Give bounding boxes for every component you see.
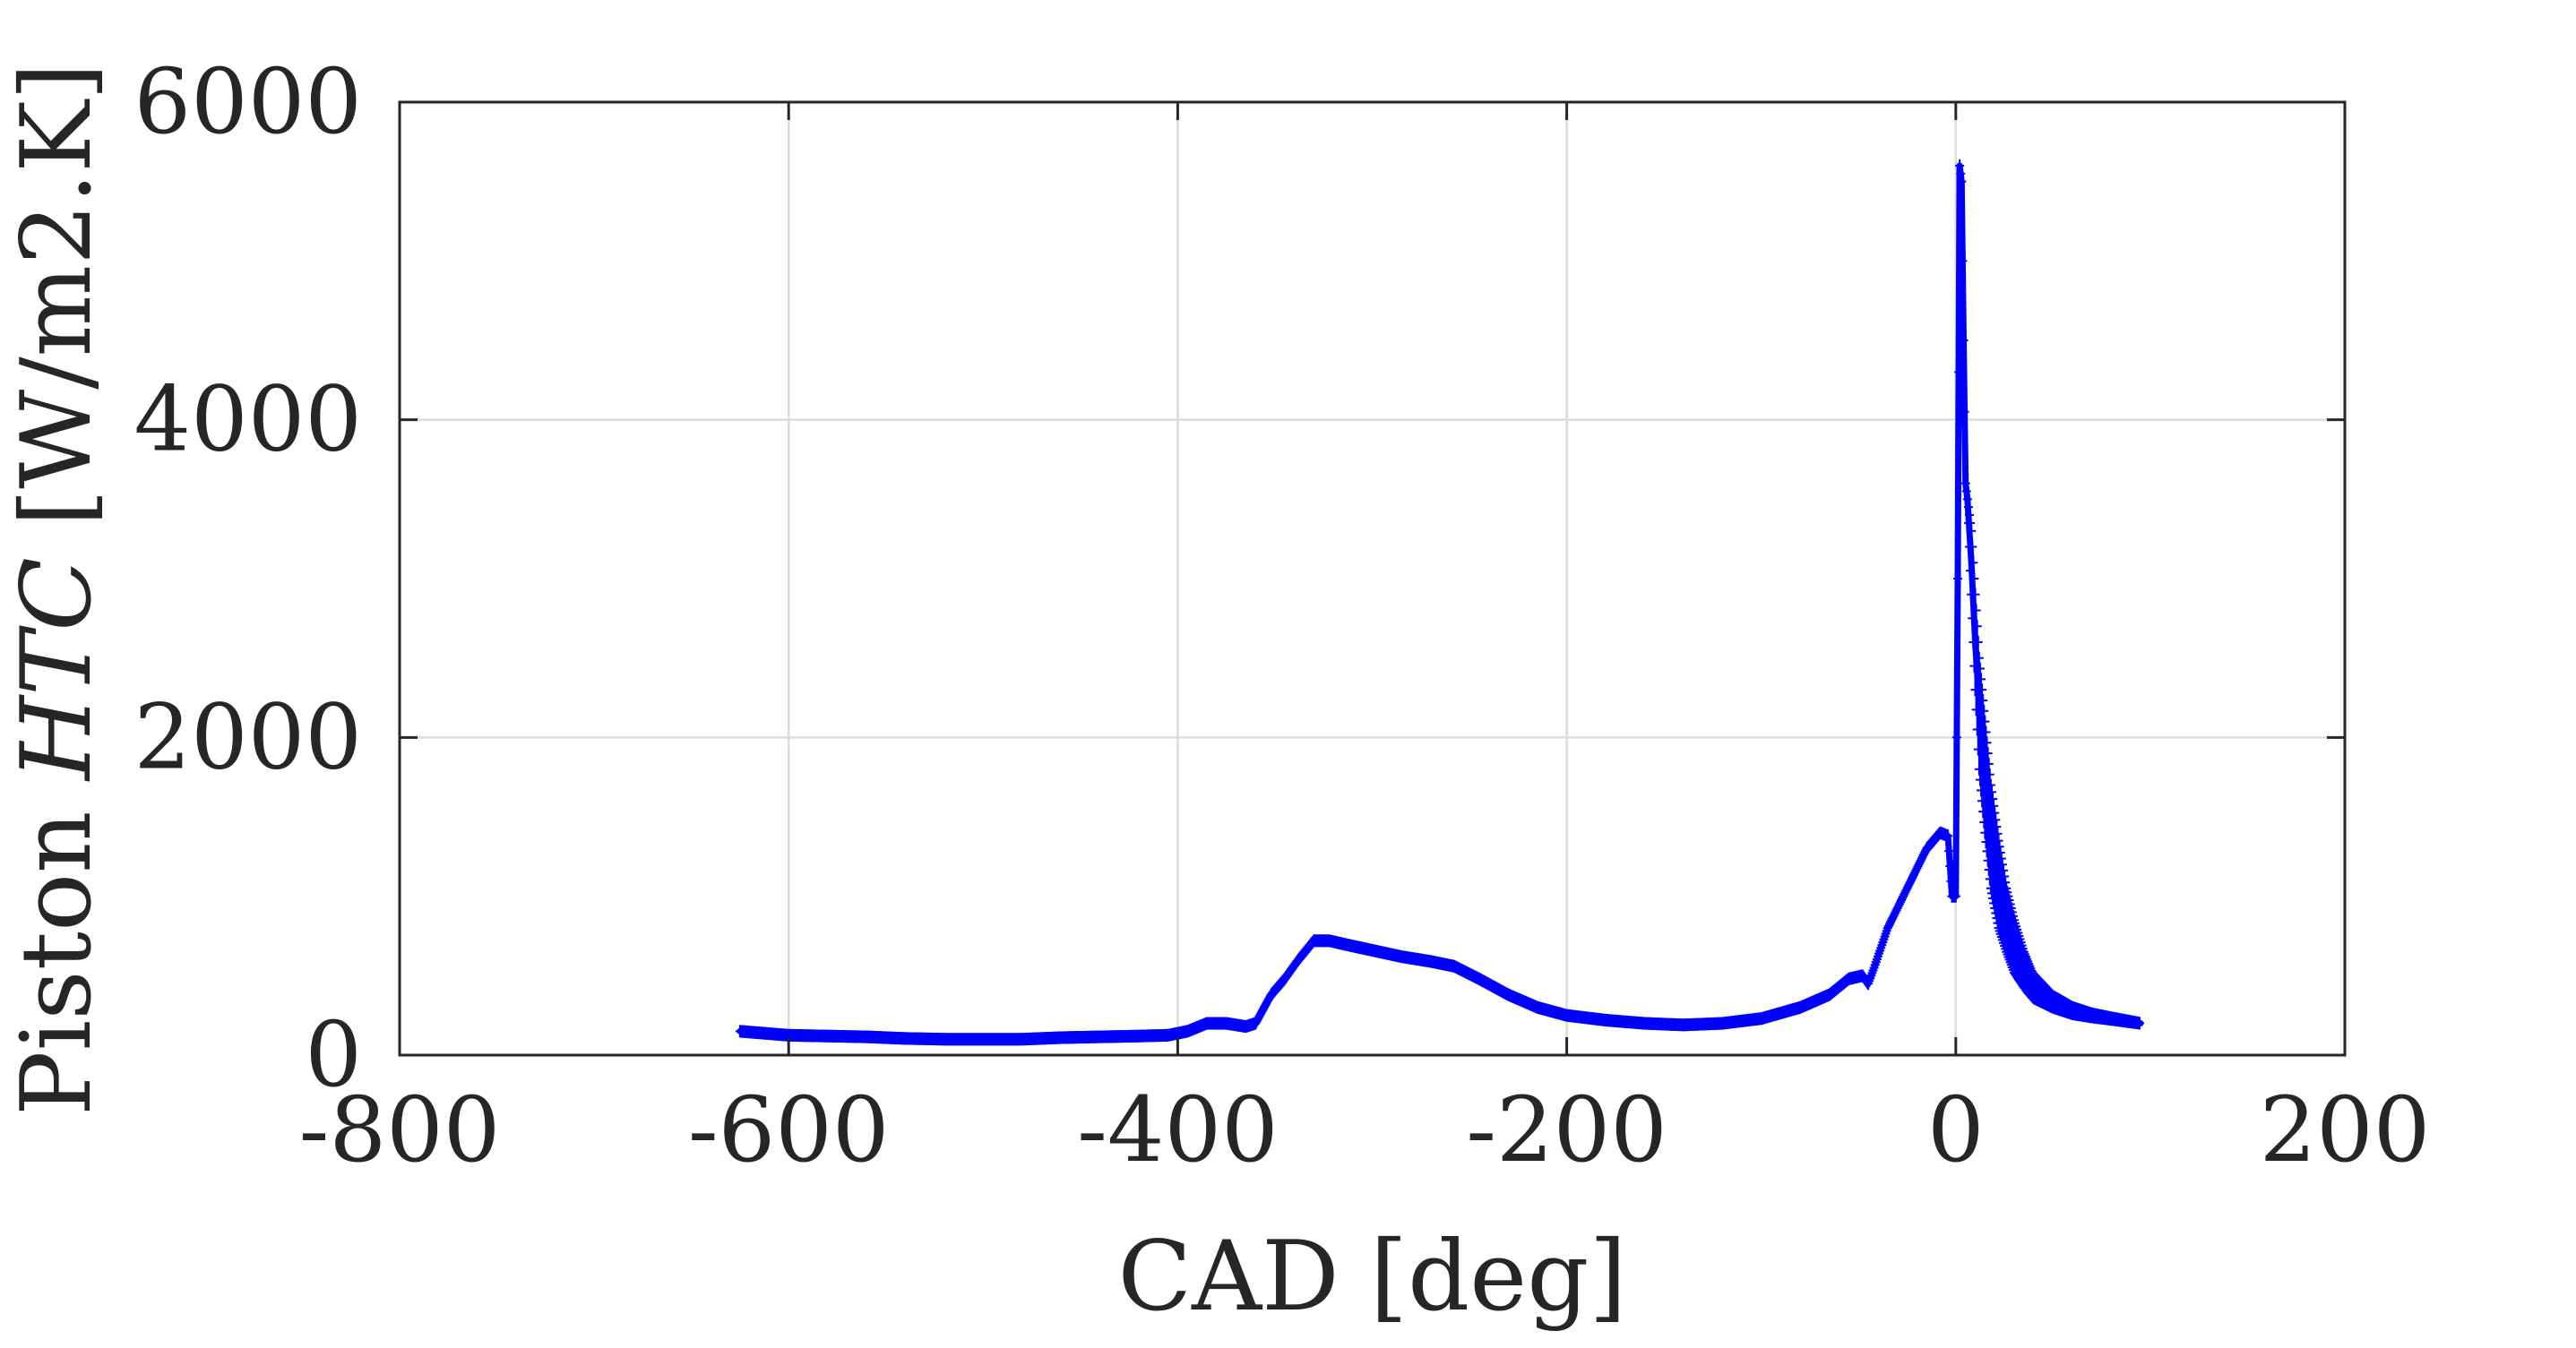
x-tick-label: -400 — [1077, 1078, 1279, 1182]
y-axis-label-suffix: [W/m2.K] — [1, 63, 113, 557]
y-tick-label: 2000 — [134, 684, 363, 789]
axis-ticks — [398, 100, 2347, 1057]
y-tick-label: 4000 — [134, 367, 363, 472]
plot-frame — [398, 100, 2347, 1057]
svg-text:Piston HTC [W/m2.K]: Piston HTC [W/m2.K] — [1, 63, 113, 1116]
y-axis-label-prefix: Piston — [1, 780, 113, 1116]
grid-lines — [400, 102, 2345, 1055]
x-tick-label: 200 — [2260, 1078, 2431, 1182]
x-tick-labels: -800 -600 -400 -200 0 200 — [299, 1078, 2431, 1182]
y-tick-label: 0 — [305, 1002, 362, 1107]
y-tick-label: 6000 — [134, 49, 363, 154]
y-axis-label-symbol: HTC — [1, 557, 113, 782]
series-markers — [735, 159, 2144, 1046]
y-tick-labels: 0 2000 4000 6000 — [134, 49, 363, 1107]
series-layer — [735, 159, 2144, 1046]
x-axis-label: CAD [deg] — [1117, 1221, 1626, 1333]
x-tick-label: -600 — [688, 1078, 890, 1182]
x-tick-label: -800 — [299, 1078, 501, 1182]
x-tick-label: 0 — [1927, 1078, 1985, 1182]
x-tick-label: -200 — [1466, 1078, 1667, 1182]
y-axis-label: Piston HTC [W/m2.K] — [1, 63, 113, 1116]
